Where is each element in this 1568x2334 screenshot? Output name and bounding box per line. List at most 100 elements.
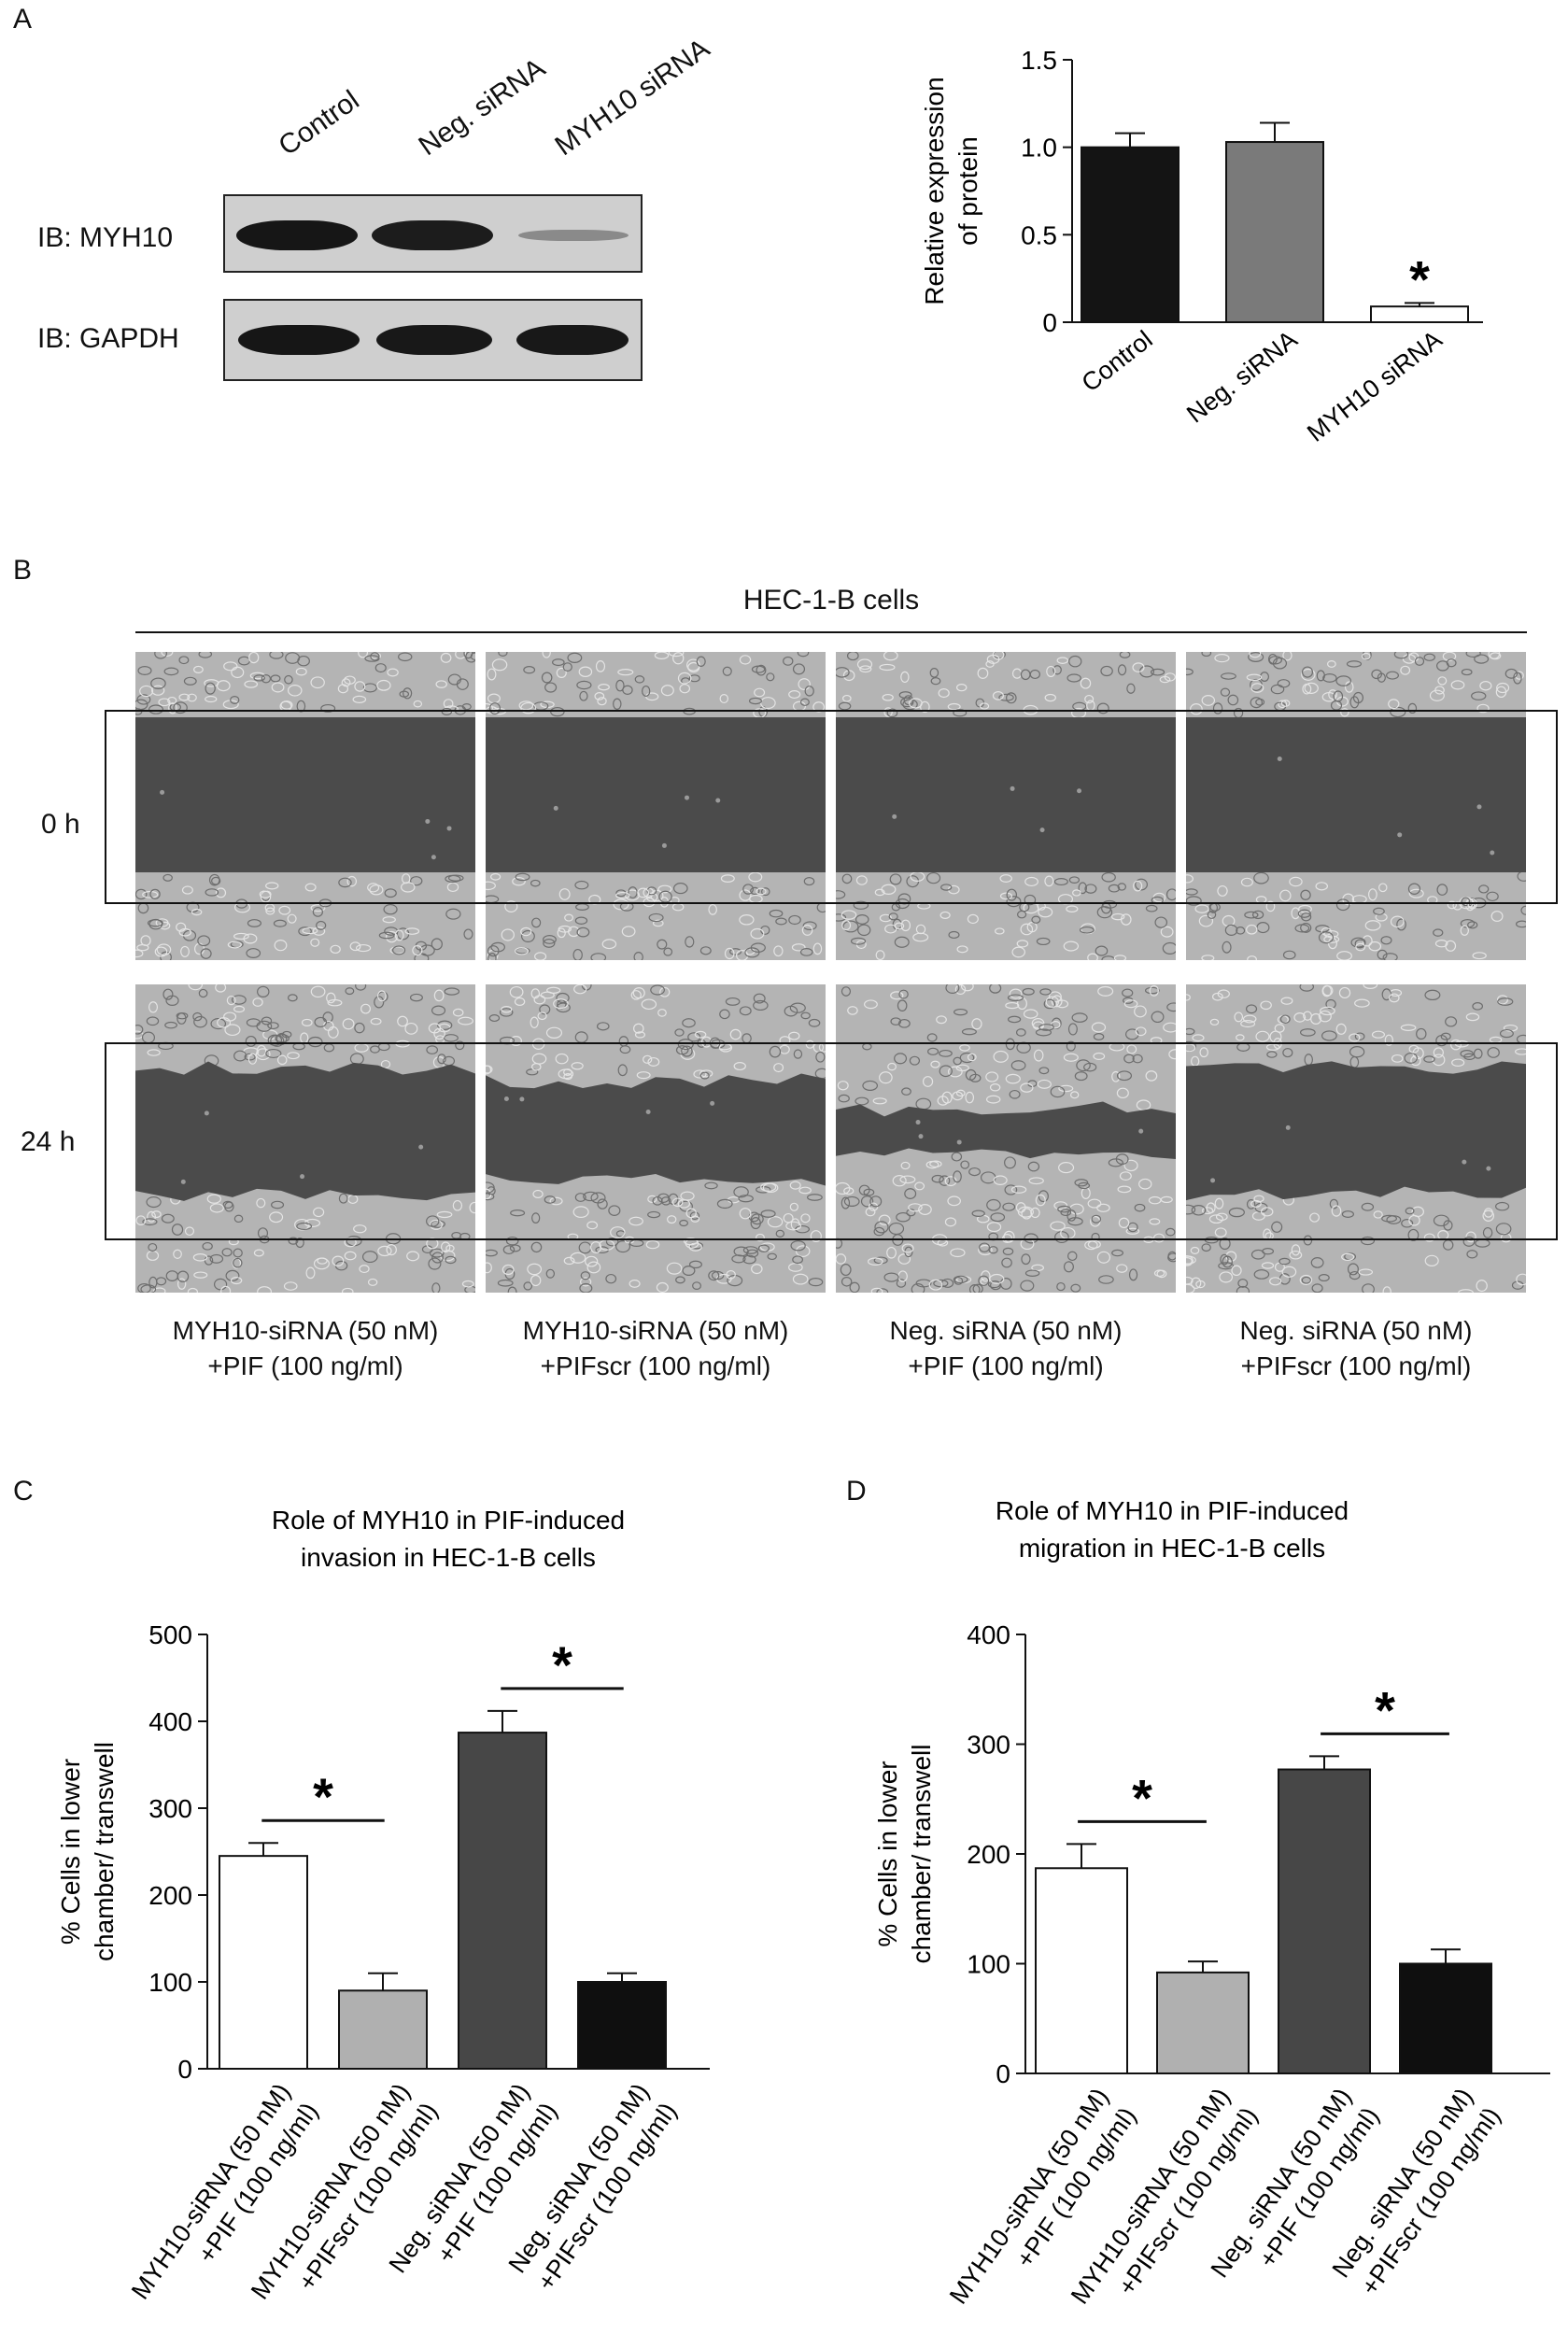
cell	[657, 884, 672, 894]
cell	[1400, 1024, 1417, 1031]
panel-label-d: D	[846, 1476, 867, 1506]
cell	[344, 675, 356, 685]
cell	[1207, 911, 1217, 919]
cell	[1393, 652, 1409, 659]
cell	[1321, 1030, 1337, 1041]
cell	[532, 1189, 544, 1198]
chart-title: migration in HEC-1-B cells	[1019, 1534, 1325, 1563]
cell	[531, 917, 542, 928]
cell	[161, 652, 174, 658]
cell	[1201, 695, 1216, 706]
debris	[1277, 756, 1282, 761]
cell	[1151, 1011, 1165, 1024]
cell	[184, 1226, 195, 1237]
cell	[1149, 1218, 1161, 1225]
cell	[151, 1210, 162, 1219]
cell	[798, 678, 811, 690]
cell	[590, 953, 607, 960]
cell	[1297, 909, 1311, 918]
cell	[1051, 1017, 1062, 1029]
cell	[1093, 1033, 1105, 1040]
cell	[392, 945, 406, 955]
cell	[1091, 1022, 1107, 1033]
cell	[161, 1213, 175, 1224]
cell	[641, 998, 657, 1011]
cell	[1067, 1217, 1083, 1226]
cell	[249, 672, 265, 680]
chart-title: Role of MYH10 in PIF-induced	[272, 1506, 625, 1535]
cell	[571, 1062, 584, 1070]
cell	[332, 1255, 345, 1266]
cell	[925, 1160, 939, 1169]
cell	[444, 987, 460, 996]
cell	[1091, 1214, 1102, 1224]
cell	[882, 693, 894, 701]
cell	[1050, 1221, 1066, 1231]
cell	[546, 986, 561, 994]
cell	[1154, 916, 1168, 928]
cell	[1110, 912, 1125, 921]
cell	[1054, 1231, 1069, 1244]
cell	[1214, 654, 1230, 663]
cell	[1134, 1203, 1146, 1212]
cell	[260, 890, 272, 903]
cell	[1495, 1201, 1510, 1211]
cell	[1341, 1252, 1355, 1262]
cell	[629, 1280, 641, 1288]
cell	[810, 1230, 822, 1242]
cell	[992, 691, 1004, 700]
cell	[384, 888, 397, 898]
cell	[545, 1268, 556, 1279]
cell	[615, 891, 630, 899]
cell	[1069, 1091, 1080, 1099]
cell	[1117, 883, 1127, 891]
cell	[487, 945, 500, 957]
cell	[967, 913, 979, 925]
cell	[863, 1188, 875, 1196]
cell	[257, 985, 270, 997]
cell	[926, 871, 941, 884]
cell	[986, 1198, 1001, 1211]
cell	[531, 1212, 541, 1224]
debris	[1490, 850, 1495, 856]
cell	[530, 1241, 543, 1253]
cell	[750, 927, 765, 940]
cell	[344, 1238, 357, 1248]
cell	[509, 985, 524, 998]
cell	[285, 652, 301, 664]
cell	[725, 997, 741, 1006]
cell	[1265, 1043, 1280, 1051]
cell	[198, 988, 208, 998]
cell	[841, 1196, 851, 1209]
cell	[447, 874, 464, 882]
cell	[1032, 1021, 1045, 1030]
cell	[1474, 654, 1490, 664]
cell	[956, 945, 968, 954]
cell	[491, 658, 508, 672]
cell	[487, 668, 497, 681]
cell	[531, 1053, 547, 1065]
cell	[716, 1198, 733, 1209]
cell	[1250, 697, 1264, 709]
cell	[1515, 671, 1524, 680]
cell	[1093, 1052, 1106, 1060]
cell	[783, 656, 794, 666]
cell	[192, 1253, 208, 1262]
chart-title: invasion in HEC-1-B cells	[301, 1543, 596, 1572]
cell	[879, 913, 892, 923]
cell	[1067, 1209, 1077, 1222]
debris	[1077, 788, 1082, 794]
cell	[1236, 1034, 1245, 1041]
cell	[1249, 652, 1262, 658]
cell	[486, 702, 494, 714]
cell	[341, 678, 351, 687]
cell	[1278, 1257, 1291, 1266]
cell	[1261, 1262, 1275, 1269]
cell	[527, 1263, 543, 1276]
cell	[486, 1065, 493, 1074]
cell	[1227, 694, 1239, 706]
cell	[353, 1224, 367, 1234]
cell	[1349, 696, 1360, 709]
cell	[314, 1016, 328, 1028]
cell	[283, 1281, 298, 1291]
